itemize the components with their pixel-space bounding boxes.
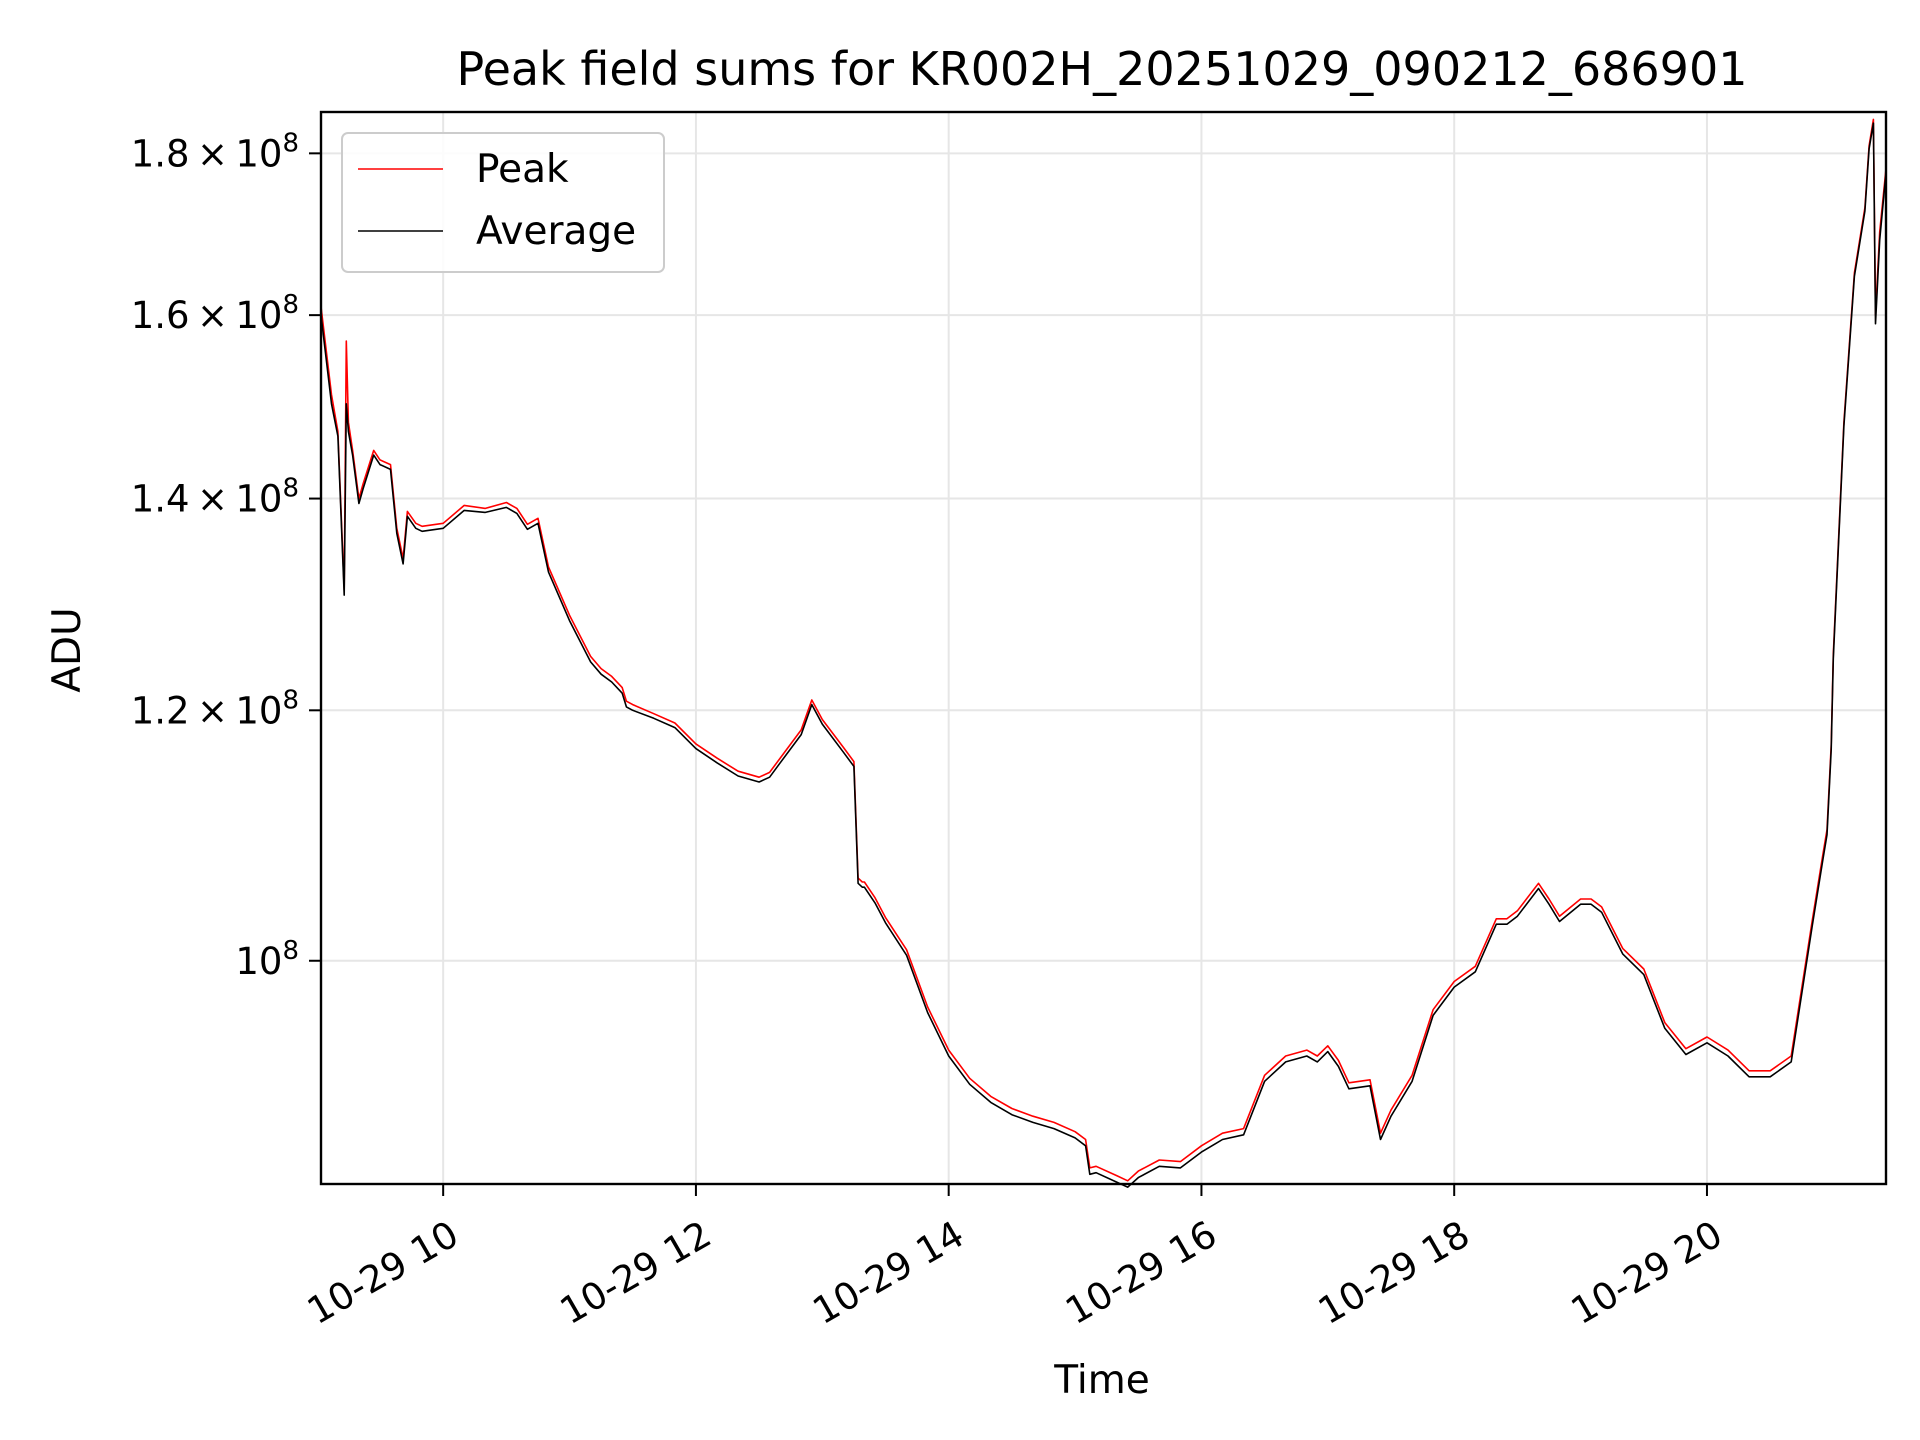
- series-layer: [320, 118, 1887, 1188]
- legend-label-average: Average: [476, 209, 636, 254]
- legend-box: [341, 132, 665, 273]
- series-line-average: [320, 122, 1887, 1188]
- plot-frame: [319, 110, 1888, 1186]
- series-line-peak: [320, 118, 1887, 1182]
- y-tick-label: 1.6 × 108: [131, 290, 299, 337]
- y-tick-label: 108: [235, 936, 299, 983]
- y-axis-label: ADU: [45, 607, 90, 692]
- y-tick-label: 1.2 × 108: [131, 685, 299, 732]
- y-axis: 1.8 × 108 1.6 × 108 1.4 × 108 1.2 × 108 108: [131, 128, 321, 983]
- legend: Peak Average: [341, 132, 665, 273]
- y-tick-label: 1.8 × 108: [131, 128, 299, 175]
- y-tick-label: 1.4 × 108: [131, 474, 299, 521]
- legend-label-peak: Peak: [476, 147, 569, 192]
- x-axis-label: Time: [1053, 1358, 1149, 1403]
- chart-title: Peak field sums for KR002H_20251029_0902…: [457, 42, 1748, 96]
